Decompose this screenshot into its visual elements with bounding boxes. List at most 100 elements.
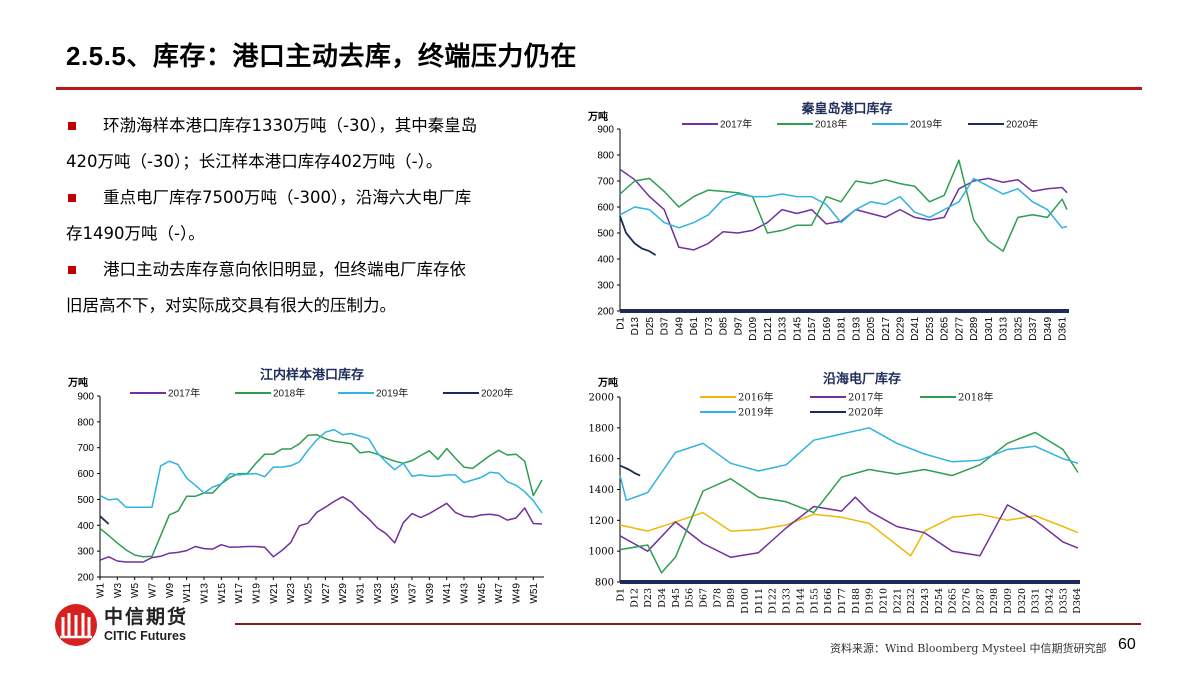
x-tick-label: D61 (689, 317, 700, 336)
page-title: 2.5.5、库存：港口主动去库，终端压力仍在 (66, 41, 577, 71)
x-tick-label: W9 (165, 583, 176, 598)
x-tick-label: D1 (616, 588, 627, 602)
x-tick-label: W37 (408, 583, 419, 604)
x-tick-label: D23 (643, 588, 654, 608)
series-line-2020 (619, 215, 657, 256)
legend-label: 2019年 (738, 406, 773, 419)
x-tick-label: D181 (837, 317, 848, 341)
series-line-2019 (619, 427, 1079, 502)
x-tick-label: D301 (984, 317, 995, 341)
x-tick-label: W23 (286, 583, 297, 604)
x-tick-label: W5 (130, 583, 141, 598)
y-tick-label: 1600 (589, 454, 614, 465)
series-line-2017 (99, 496, 543, 563)
x-tick-label: D298 (989, 588, 1000, 614)
x-tick-label: W21 (269, 583, 280, 604)
x-tick-label: D353 (1058, 588, 1069, 614)
series-line-2019 (619, 177, 1068, 229)
series-line-2018 (619, 431, 1079, 574)
chart-title: 沿海电厂库存 (823, 371, 901, 387)
legend-label: 2019年 (376, 387, 408, 400)
x-tick-label: D217 (881, 317, 892, 341)
x-tick-label: W47 (494, 583, 505, 604)
x-tick-label: W49 (512, 583, 523, 604)
x-tick-label: D188 (851, 588, 862, 614)
x-tick-label: D243 (920, 588, 931, 614)
series-line-2017 (619, 168, 1068, 251)
legend-label: 2018年 (273, 387, 305, 400)
x-tick-label: D205 (866, 317, 877, 341)
y-tick-label: 800 (77, 417, 94, 428)
y-tick-label: 300 (597, 281, 614, 292)
x-tick-label: D325 (1013, 317, 1024, 341)
x-tick-label: W45 (477, 583, 488, 604)
x-tick-label: W29 (338, 583, 349, 604)
x-tick-label: D157 (807, 317, 818, 341)
logo-en-text: CITIC Futures (104, 628, 186, 643)
legend-item: 2018年 (920, 391, 993, 404)
x-tick-label: W41 (442, 583, 453, 604)
x-tick-label: D145 (792, 317, 803, 341)
y-tick-label: 500 (597, 229, 614, 240)
x-tick-label: D122 (768, 588, 779, 614)
x-tick-label: D177 (837, 588, 848, 614)
y-tick-label: 1200 (589, 516, 614, 527)
x-tick-label: W1 (96, 583, 107, 598)
legend-label: 2020年 (848, 406, 883, 419)
series-line-2020 (99, 515, 110, 525)
x-tick-label: D49 (674, 317, 685, 336)
legend-item: 2017年 (682, 118, 752, 131)
y-tick-label: 1000 (589, 547, 614, 558)
page-number: 60 (1118, 636, 1136, 653)
x-tick-label: W43 (460, 583, 471, 604)
x-tick-label: D309 (1003, 588, 1014, 614)
legend-label: 2016年 (738, 391, 773, 404)
x-tick-label: D265 (948, 588, 959, 614)
x-tick-label: D109 (748, 317, 759, 341)
x-tick-label: D342 (1045, 588, 1056, 614)
legend-item: 2020年 (968, 118, 1038, 131)
legend-item: 2018年 (235, 387, 305, 400)
x-tick-label: D337 (1028, 317, 1039, 341)
x-tick-label: D254 (934, 588, 945, 614)
logo-cn-text: 中信期货 (104, 605, 189, 628)
legend-item: 2019年 (700, 406, 773, 419)
x-tick-label: W11 (182, 583, 193, 603)
title-divider (56, 87, 1142, 90)
x-tick-label: D331 (1031, 588, 1042, 614)
x-tick-label: D289 (969, 317, 980, 341)
y-tick-label: 800 (597, 151, 614, 162)
x-tick-label: W17 (234, 583, 245, 604)
x-tick-label: D144 (795, 588, 806, 614)
y-tick-label: 400 (597, 255, 614, 266)
y-tick-label: 200 (597, 307, 614, 318)
x-tick-label: D265 (940, 317, 951, 341)
x-tick-label: D100 (740, 588, 751, 614)
y-tick-label: 700 (597, 177, 614, 188)
x-tick-label: D133 (778, 317, 789, 341)
chart-title: 江内样本港口库存 (260, 367, 364, 383)
x-tick-label: D85 (719, 317, 730, 336)
x-tick-label: D13 (630, 317, 641, 336)
x-tick-label: W15 (217, 583, 228, 604)
x-tick-label: D210 (878, 588, 889, 614)
x-tick-label: D361 (1058, 317, 1069, 341)
x-tick-label: D1 (616, 317, 627, 330)
series-line-2017 (619, 496, 1079, 559)
bullet-square-icon (68, 121, 76, 130)
x-tick-label: D25 (645, 317, 656, 336)
x-tick-label: D12 (629, 588, 640, 608)
x-tick-label: D221 (892, 588, 903, 614)
series-line-2020 (619, 464, 641, 477)
x-tick-label: D111 (754, 588, 765, 614)
x-tick-label: D253 (925, 317, 936, 341)
series-line-2018 (99, 434, 543, 558)
y-axis-unit: 万吨 (587, 110, 608, 123)
legend-item: 2018年 (777, 118, 847, 131)
x-tick-label: W19 (252, 583, 263, 604)
legend-item: 2019年 (872, 118, 942, 131)
bullet-line: 环渤海样本港口库存1330万吨（-30），其中秦皇岛 (66, 108, 566, 144)
